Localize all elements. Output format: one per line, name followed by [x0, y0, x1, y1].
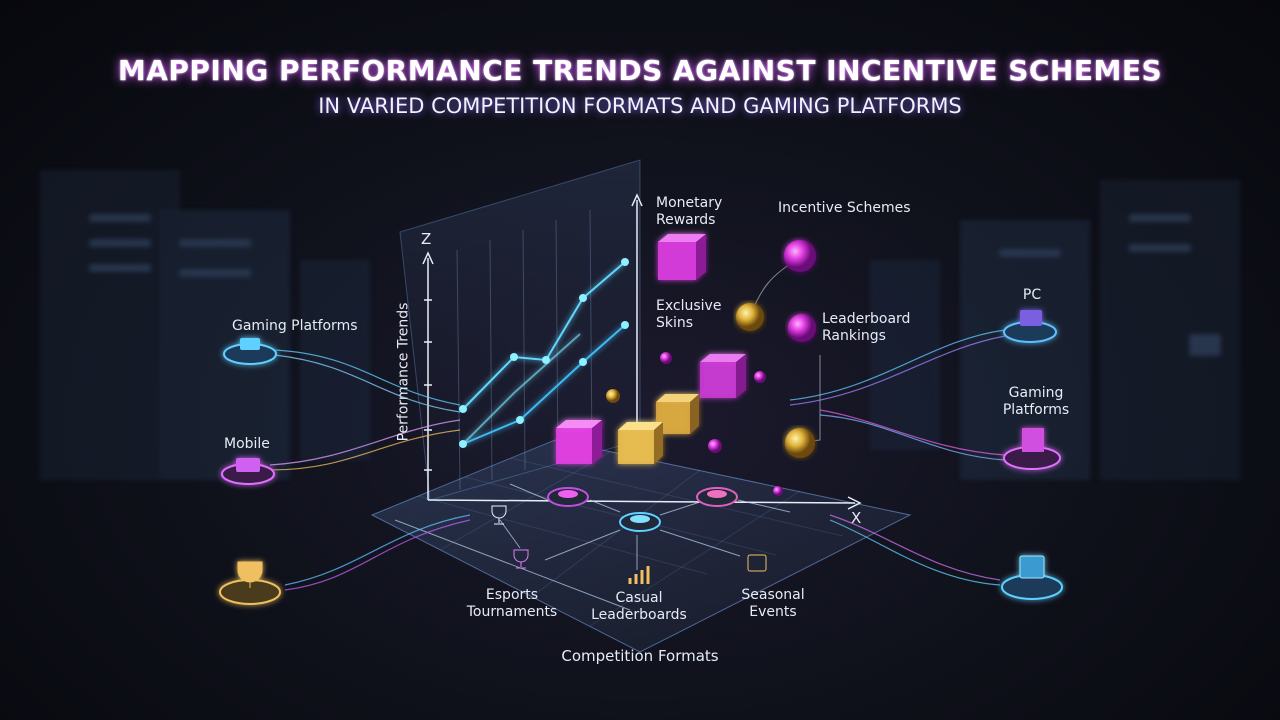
platform-title: Gaming Platforms [232, 318, 358, 334]
x-axis-title: Competition Formats [561, 647, 719, 665]
y-axis-title: Performance Trends [395, 302, 412, 442]
platform-label: PC [1022, 287, 1042, 303]
incentive-label: Monetary Rewards [656, 195, 723, 228]
format-label: Esports Tournaments [466, 587, 558, 620]
incentives-title: Incentive Schemes [778, 200, 911, 216]
trend-points [459, 258, 629, 448]
floor-grid [417, 451, 844, 627]
axes [422, 193, 862, 510]
platform-label: Gaming Platforms [1002, 385, 1070, 418]
format-label: Casual Leaderboards [591, 590, 687, 623]
streams [269, 329, 1006, 591]
x-axis-label: X [851, 509, 862, 527]
back-panel [399, 159, 641, 501]
subtitle: IN VARIED COMPETITION FORMATS AND GAMING… [318, 94, 962, 118]
incentive-label: Exclusive Skins [656, 298, 722, 331]
title: MAPPING PERFORMANCE TRENDS AGAINST INCEN… [117, 54, 1163, 87]
format-label: Seasonal Events [741, 587, 805, 620]
cubes [556, 234, 746, 464]
platform-label: Mobile [224, 436, 270, 452]
incentive-label: Leaderboard Rankings [822, 311, 911, 344]
pedestals [219, 310, 1063, 605]
spheres [606, 240, 821, 496]
format-nodes [394, 483, 791, 611]
z-axis-label: Z [421, 230, 432, 248]
